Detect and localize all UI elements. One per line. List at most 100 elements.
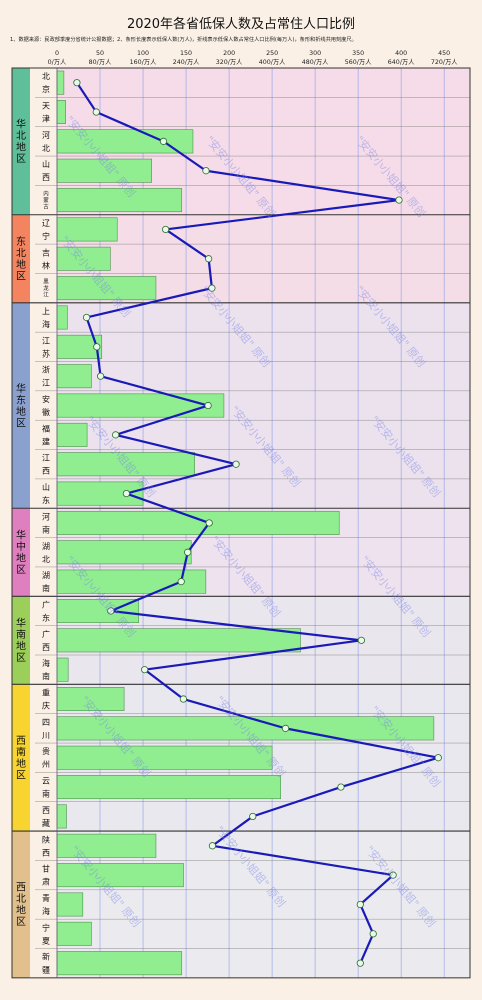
bar (56, 775, 282, 800)
province-label: 宁夏 (42, 922, 50, 945)
province-label: 新疆 (42, 952, 50, 975)
ratio-point (92, 108, 100, 116)
bar (56, 745, 273, 770)
ratio-point (122, 489, 130, 498)
province-label: 福建 (42, 424, 50, 446)
bar (56, 510, 340, 535)
bar (56, 951, 183, 976)
region-color-block (12, 214, 30, 303)
x-tick-label-bottom: 160/万人 (130, 58, 157, 66)
bar (56, 657, 69, 682)
bar (56, 70, 65, 95)
province-label: 甘肃 (42, 864, 50, 887)
region-label: 华北地区 (16, 118, 26, 166)
ratio-point (281, 724, 290, 732)
x-tick-label-top: 400 (395, 50, 407, 57)
x-tick-label-bottom: 80/万人 (89, 58, 112, 66)
province-label: 江苏 (42, 336, 50, 358)
province-label: 山西 (42, 159, 50, 182)
bar (56, 863, 184, 888)
region-color-block (12, 831, 30, 978)
ratio-point (205, 519, 213, 527)
region-label: 华中地区 (16, 529, 26, 577)
ratio-point (177, 578, 185, 586)
bar (56, 422, 88, 447)
chart-frame (11, 67, 471, 979)
x-tick-label-top: 100 (137, 50, 149, 57)
province-label: 江西 (42, 454, 50, 476)
bar (56, 892, 84, 917)
province-label: 天津 (42, 102, 50, 124)
ratio-point (96, 372, 105, 380)
province-label: 四川 (42, 718, 50, 740)
x-tick-label-bottom: 240/万人 (173, 58, 200, 66)
x-tick-label-bottom: 400/万人 (259, 58, 286, 66)
x-tick-label-bottom: 560/万人 (345, 58, 372, 66)
ratio-point (179, 695, 187, 703)
x-tick-label-top: 300 (309, 50, 321, 57)
x-tick-label-top: 450 (438, 50, 450, 57)
x-tick-label-top: 50 (96, 50, 104, 57)
ratio-point (395, 196, 403, 204)
ratio-point (204, 401, 212, 410)
ratio-point (356, 900, 364, 909)
bar (56, 921, 92, 946)
ratio-point (73, 79, 81, 87)
province-label: 浙江 (42, 365, 50, 388)
bar (56, 628, 301, 653)
region-color-block (12, 596, 30, 685)
ratio-point (205, 255, 213, 263)
province-label: 辽宁 (42, 219, 50, 241)
bar (56, 393, 225, 418)
ratio-point (162, 225, 170, 234)
x-tick-label-bottom: 320/万人 (216, 58, 243, 66)
province-label: 西藏 (42, 806, 50, 828)
ratio-point (369, 930, 377, 938)
x-tick-label-top: 250 (266, 50, 278, 57)
province-label: 云南 (42, 777, 50, 799)
province-label: 海南 (42, 658, 50, 681)
province-label: 内蒙古 (43, 190, 49, 211)
ratio-point (434, 754, 442, 762)
ratio-point (159, 137, 168, 145)
bar (56, 305, 68, 330)
region-color-block (12, 68, 30, 215)
province-label: 湖北 (42, 542, 50, 564)
region-color-block (12, 684, 30, 832)
ratio-point (141, 666, 149, 674)
region-color-block (12, 508, 30, 597)
x-tick-label-bottom: 480/万人 (302, 58, 329, 66)
x-tick-label-top: 150 (180, 50, 192, 57)
region-color-block (12, 302, 30, 509)
bar (56, 188, 183, 213)
ratio-point (202, 167, 210, 175)
province-label: 安徽 (42, 394, 50, 417)
ratio-point (249, 812, 257, 821)
ratio-point (184, 548, 192, 556)
ratio-point (107, 607, 115, 615)
chart-note: 1、数据来源：民政部季度分省统计公报数据；2、条形长度表示低保人数(万人)，折线… (10, 37, 357, 43)
x-tick-label-bottom: 640/万人 (388, 58, 415, 66)
province-label: 山东 (42, 482, 50, 505)
region-label: 西南地区 (16, 736, 26, 782)
ratio-point (82, 313, 91, 322)
province-label: 青海 (42, 893, 50, 916)
province-label: 广西 (42, 629, 50, 652)
region-label: 华东地区 (16, 382, 26, 430)
region-label: 西北地区 (16, 883, 26, 929)
x-tick-label-top: 200 (223, 50, 235, 57)
ratio-point (357, 636, 365, 644)
region-label: 东北地区 (16, 235, 26, 283)
province-label: 黑龙江 (43, 279, 49, 299)
ratio-point (208, 284, 216, 292)
province-label: 上海 (42, 307, 50, 329)
ratio-point (232, 460, 240, 468)
ratio-point (93, 343, 101, 351)
province-label: 北京 (42, 72, 50, 94)
ratio-point (208, 842, 217, 850)
ratio-point (337, 783, 345, 791)
bar (56, 364, 92, 389)
ratio-point (389, 871, 397, 879)
region-label: 华南地区 (16, 617, 26, 665)
